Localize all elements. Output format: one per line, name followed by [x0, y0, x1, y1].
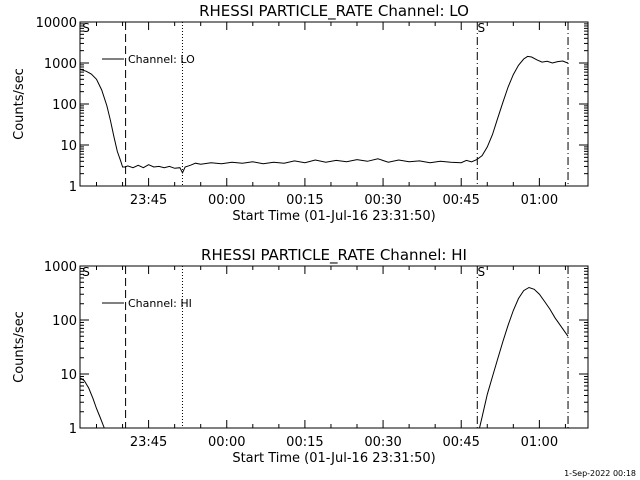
- y-axis-label: Counts/sec: [12, 68, 27, 140]
- y-axis-label: Counts/sec: [12, 311, 27, 383]
- y-tick-label: 100: [52, 314, 77, 329]
- x-axis-label: Start Time (01-Jul-16 23:31:50): [232, 209, 435, 224]
- chart-title: RHESSI PARTICLE_RATE Channel: HI: [201, 246, 467, 265]
- x-tick-label: 00:30: [364, 435, 401, 450]
- y-tick-label: 100: [52, 98, 77, 113]
- x-tick-label: 00:45: [442, 193, 479, 208]
- series-line: [479, 286, 569, 429]
- corner-label: S: [82, 265, 90, 279]
- y-tick-label: 1: [69, 180, 77, 195]
- y-tick-label: 10: [60, 368, 77, 383]
- x-tick-label: 01:00: [521, 193, 558, 208]
- x-tick-label: 23:45: [130, 193, 167, 208]
- x-tick-label: 00:00: [208, 193, 245, 208]
- x-tick-label: 00:15: [286, 193, 323, 208]
- x-tick-label: 01:00: [521, 435, 558, 450]
- legend-label: Channel: LO: [128, 53, 195, 66]
- y-tick-label: 1000: [44, 57, 77, 72]
- y-tick-label: 1000: [44, 260, 77, 275]
- timestamp: 1-Sep-2022 00:18: [564, 469, 636, 478]
- x-tick-label: 00:15: [286, 435, 323, 450]
- plot-frame: [79, 21, 589, 187]
- y-tick-label: 1: [69, 422, 77, 437]
- marker-label: S: [477, 21, 485, 35]
- plot-frame: [79, 265, 589, 429]
- y-tick-label: 10000: [36, 16, 77, 31]
- series-line: [79, 55, 569, 174]
- x-axis-label: Start Time (01-Jul-16 23:31:50): [232, 451, 435, 466]
- legend-label: Channel: HI: [128, 297, 192, 310]
- chart-title: RHESSI PARTICLE_RATE Channel: LO: [199, 2, 469, 21]
- corner-label: S: [82, 21, 90, 35]
- x-tick-label: 00:30: [364, 193, 401, 208]
- x-tick-label: 00:00: [208, 435, 245, 450]
- x-tick-label: 23:45: [130, 435, 167, 450]
- x-tick-label: 00:45: [442, 435, 479, 450]
- y-tick-label: 10: [60, 139, 77, 154]
- marker-label: S: [477, 265, 485, 279]
- series-line: [79, 377, 105, 429]
